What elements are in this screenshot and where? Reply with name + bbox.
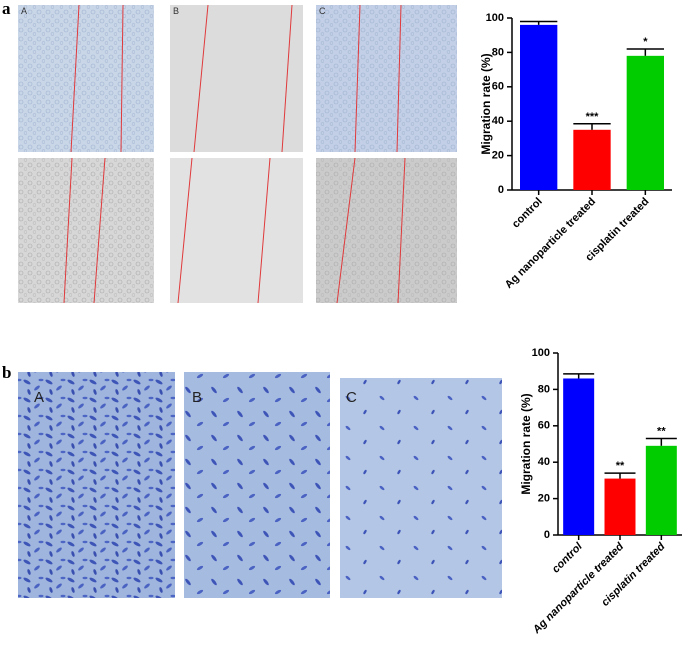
y-tick-label: 60 — [538, 420, 550, 432]
y-tick-label: 40 — [492, 115, 504, 127]
panel-label: b — [2, 363, 11, 382]
image-label: A — [34, 389, 44, 406]
bar — [645, 445, 677, 535]
image-label: B — [173, 6, 179, 16]
significance: * — [643, 36, 648, 48]
x-tick-label: Ag nanoparticle treated — [503, 196, 598, 291]
y-tick-label: 40 — [538, 456, 550, 468]
y-tick-label: 60 — [492, 81, 504, 93]
y-tick-label: 0 — [498, 184, 504, 196]
bar — [520, 24, 558, 190]
y-tick-label: 100 — [486, 12, 504, 24]
y-axis-label: Migration rate (%) — [479, 53, 493, 154]
y-tick-label: 20 — [538, 493, 550, 505]
image-label: C — [346, 389, 357, 406]
image-label: B — [192, 389, 202, 406]
stain-images — [18, 372, 502, 598]
y-tick-label: 0 — [544, 529, 550, 541]
panel-label: a — [2, 0, 11, 18]
significance: ** — [657, 426, 666, 438]
image-label: C — [319, 6, 326, 16]
bar — [604, 478, 636, 535]
y-tick-label: 20 — [492, 150, 504, 162]
x-tick-label: control — [510, 196, 545, 231]
bar — [626, 55, 664, 191]
y-axis-label: Migration rate (%) — [519, 393, 533, 494]
significance: *** — [586, 111, 600, 123]
y-tick-label: 100 — [532, 347, 550, 359]
x-tick-label: control — [550, 540, 586, 576]
bar — [573, 129, 611, 190]
bar — [563, 378, 595, 535]
image-label: A — [21, 6, 27, 16]
y-tick-label: 80 — [538, 383, 550, 395]
y-tick-label: 80 — [492, 46, 504, 58]
scratch-images — [18, 4, 457, 304]
significance: ** — [616, 460, 625, 472]
